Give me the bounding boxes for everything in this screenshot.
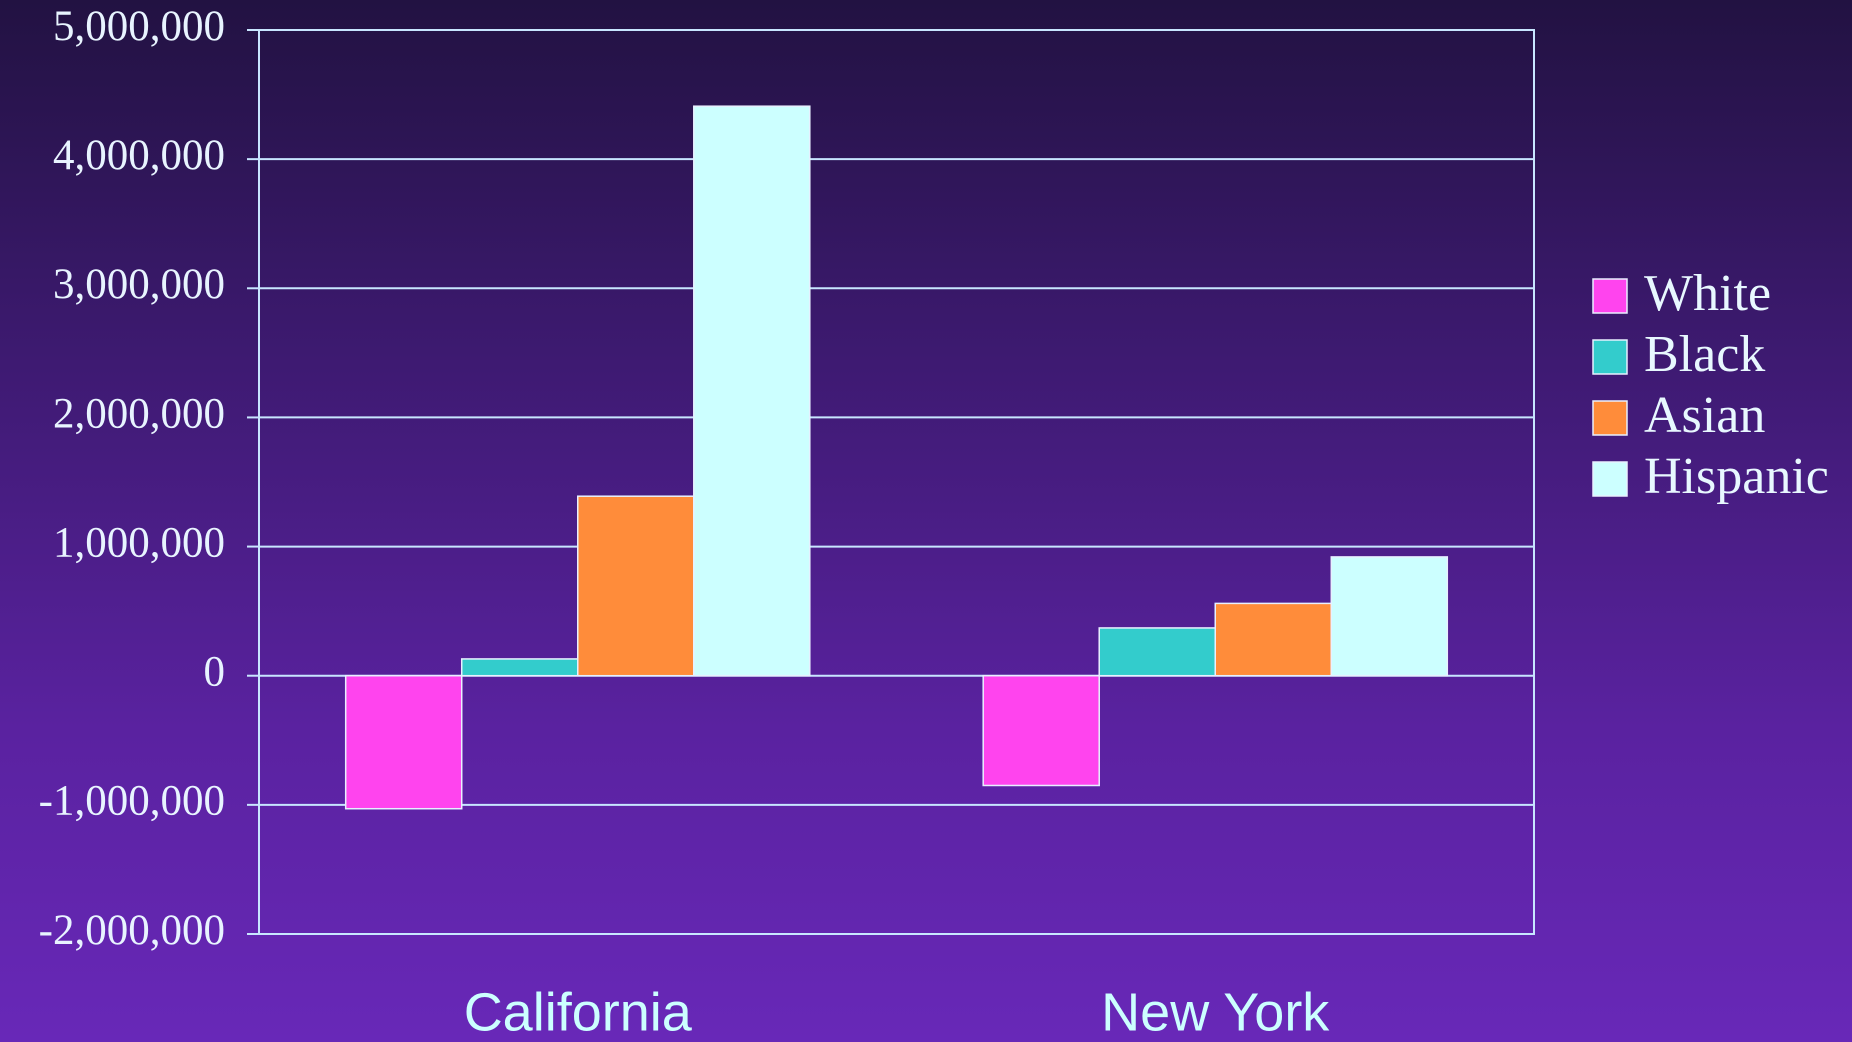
bar	[693, 105, 811, 677]
y-tick-label: 1,000,000	[53, 519, 225, 566]
legend-label: Asian	[1644, 387, 1765, 444]
y-tick-label: -1,000,000	[39, 778, 225, 825]
bar	[577, 495, 695, 677]
legend-swatch	[1592, 461, 1628, 497]
y-tick-label: 4,000,000	[53, 132, 225, 179]
y-tick-label: 0	[204, 649, 226, 696]
y-tick-label: 2,000,000	[53, 390, 225, 437]
bar	[460, 658, 579, 677]
legend-swatch	[1592, 339, 1628, 375]
y-tick-label: 5,000,000	[53, 3, 225, 50]
legend-swatch	[1592, 278, 1628, 314]
plot-frame	[258, 29, 1535, 935]
bar	[1330, 556, 1449, 677]
legend-swatch	[1592, 400, 1628, 436]
bar	[982, 674, 1100, 787]
bar	[1098, 627, 1216, 677]
bar	[1214, 602, 1333, 677]
legend-label: White	[1644, 265, 1771, 322]
legend-label: Black	[1644, 326, 1765, 383]
x-tick-label: California	[464, 982, 693, 1042]
bar	[344, 674, 463, 810]
y-tick-label: -2,000,000	[39, 907, 225, 954]
x-tick-label: New York	[1101, 982, 1330, 1042]
y-tick-label: 3,000,000	[53, 261, 225, 308]
legend-label: Hispanic	[1644, 448, 1829, 505]
